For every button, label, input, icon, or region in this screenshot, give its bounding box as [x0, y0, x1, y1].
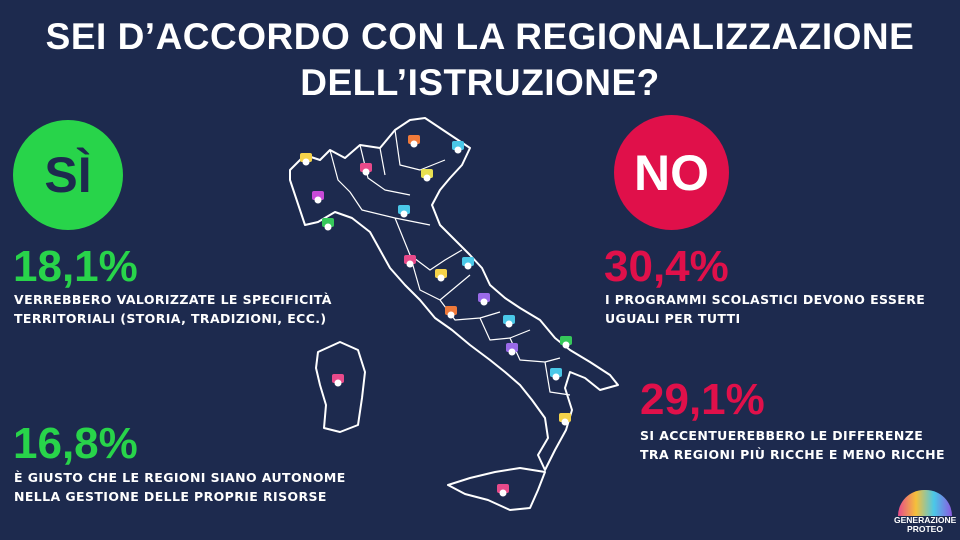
student-avatar-icon [332, 374, 344, 387]
logo-line-1: GENERAZIONE [894, 515, 957, 525]
title-line-1: SEI D’ACCORDO CON LA REGIONALIZZAZIONE [45, 16, 915, 57]
sardinia-outline [315, 341, 366, 433]
student-avatar-icon [408, 135, 420, 148]
student-avatars [300, 135, 572, 497]
yes-item-2-line-2: NELLA GESTIONE DELLE PROPRIE RISORSE [14, 489, 327, 504]
student-avatar-icon [360, 163, 372, 176]
no-item-1-line-1: I PROGRAMMI SCOLASTICI DEVONO ESSERE [605, 292, 926, 307]
title-line-2: DELL’ISTRUZIONE? [300, 62, 660, 103]
student-avatar-icon [478, 293, 490, 306]
student-avatar-icon [452, 141, 464, 154]
student-avatar-icon [506, 343, 518, 356]
yes-item-1-percent: 18,1% [13, 242, 138, 291]
student-avatar-icon [550, 368, 562, 381]
yes-item-2-percent: 16,8% [13, 419, 138, 468]
student-avatar-icon [560, 336, 572, 349]
student-avatar-icon [421, 169, 433, 182]
student-avatar-icon [398, 205, 410, 218]
yes-badge: SÌ [13, 120, 123, 230]
no-item-2-line-2: TRA REGIONI PIÙ RICCHE E MENO RICCHE [640, 447, 945, 462]
student-avatar-icon [462, 257, 474, 270]
generazione-proteo-logo: GENERAZIONE PROTEO [894, 490, 956, 538]
page-title: SEI D’ACCORDO CON LA REGIONALIZZAZIONE D… [0, 14, 960, 106]
no-badge: NO [614, 115, 729, 230]
student-avatar-icon [497, 484, 509, 497]
yes-item-1-line-2: TERRITORIALI (STORIA, TRADIZIONI, ECC.) [14, 311, 327, 326]
student-avatar-icon [503, 315, 515, 328]
logo-line-2: PROTEO [907, 524, 943, 534]
colosseum-logo-icon [898, 490, 952, 516]
regional-borders [329, 129, 571, 396]
student-avatar-icon [300, 153, 312, 166]
yes-label: SÌ [44, 147, 92, 203]
student-avatar-icon [322, 218, 334, 231]
student-avatar-icon [445, 306, 457, 319]
student-avatar-icon [312, 191, 324, 204]
yes-item-1-line-1: VERREBBERO VALORIZZATE LE SPECIFICITÀ [14, 292, 332, 307]
student-avatar-icon [435, 269, 447, 282]
student-avatar-icon [559, 413, 571, 426]
no-item-1-percent: 30,4% [604, 242, 729, 291]
student-avatar-icon [404, 255, 416, 268]
no-item-2-line-1: SI ACCENTUEREBBERO LE DIFFERENZE [640, 428, 924, 443]
no-item-1-line-2: UGUALI PER TUTTI [605, 311, 741, 326]
sicily-outline [447, 467, 546, 511]
italy-mainland-outline [289, 117, 619, 471]
yes-item-2-line-1: È GIUSTO CHE LE REGIONI SIANO AUTONOME [14, 470, 346, 485]
no-label: NO [634, 144, 709, 201]
no-item-2-percent: 29,1% [640, 375, 765, 424]
